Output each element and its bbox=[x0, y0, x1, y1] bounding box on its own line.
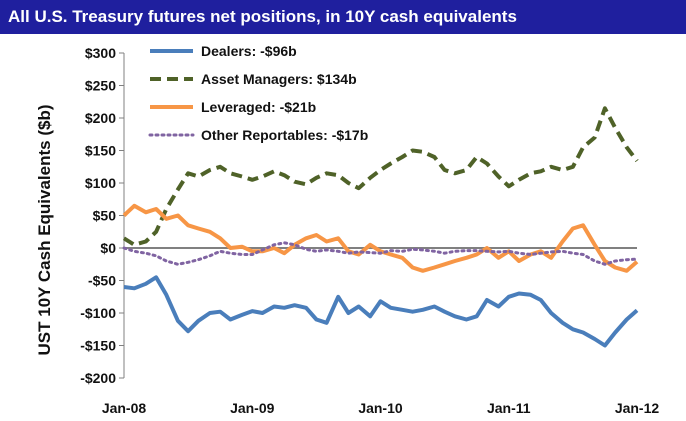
y-tick-label: -$100 bbox=[80, 305, 116, 321]
legend-label: Other Reportables: -$17b bbox=[201, 127, 368, 143]
y-tick-label: $0 bbox=[100, 240, 116, 256]
legend-label: Dealers: -$96b bbox=[201, 43, 297, 59]
series-line-dealers bbox=[123, 275, 639, 348]
y-tick-label: -$200 bbox=[80, 370, 116, 386]
x-tick-label: Jan-09 bbox=[230, 400, 275, 416]
x-tick-label: Jan-08 bbox=[102, 400, 147, 416]
series-line-other-reportables bbox=[122, 241, 639, 266]
y-axis-label: UST 10Y Cash Equivalents ($b) bbox=[35, 105, 54, 356]
y-tick-label: $300 bbox=[85, 45, 116, 61]
chart-title-bar: All U.S. Treasury futures net positions,… bbox=[0, 0, 686, 34]
chart-title: All U.S. Treasury futures net positions,… bbox=[8, 7, 517, 26]
legend-label: Leveraged: -$21b bbox=[201, 99, 316, 115]
y-tick-label: $50 bbox=[93, 208, 117, 224]
series-line-leveraged bbox=[122, 203, 639, 273]
y-tick-label: $250 bbox=[85, 78, 116, 94]
chart-area: UST 10Y Cash Equivalents ($b) $300 $250 $2… bbox=[35, 43, 660, 416]
y-tick-label: -$50 bbox=[88, 273, 116, 289]
x-tick-label: Jan-11 bbox=[487, 400, 531, 416]
y-tick-label: $150 bbox=[85, 143, 116, 159]
y-tick-label: -$150 bbox=[80, 338, 116, 354]
x-tick-label: Jan-10 bbox=[358, 400, 403, 416]
y-tick-label: $200 bbox=[85, 110, 116, 126]
y-tick-label: $100 bbox=[85, 175, 116, 191]
x-tick-label: Jan-12 bbox=[615, 400, 660, 416]
legend-label: Asset Managers: $134b bbox=[201, 71, 357, 87]
series-line-asset-managers bbox=[122, 106, 639, 247]
